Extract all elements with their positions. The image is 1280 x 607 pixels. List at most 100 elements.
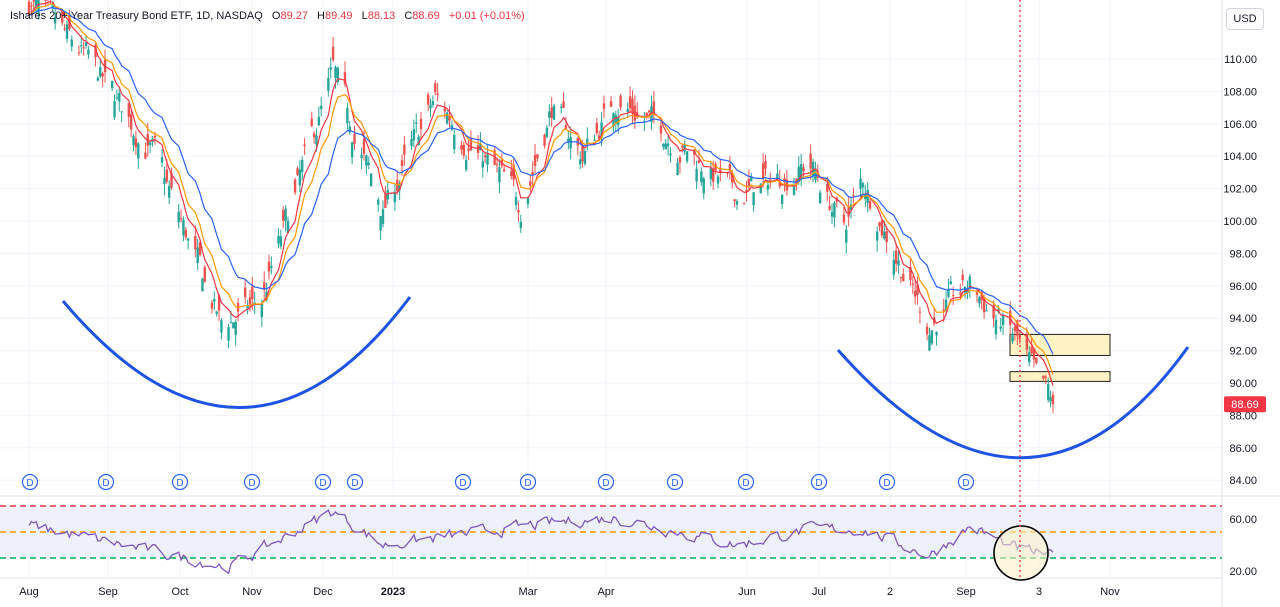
dividend-marker[interactable]: D: [957, 473, 975, 491]
candle: [381, 200, 385, 228]
rounded-bottom-arc-2023[interactable]: [836, 346, 1190, 460]
price-zone-rectangle[interactable]: [1009, 333, 1111, 356]
candle: [129, 107, 133, 138]
dividend-marker-label: D: [671, 478, 678, 489]
candle: [828, 196, 831, 212]
candle: [517, 201, 520, 222]
dividend-marker[interactable]: D: [21, 473, 39, 491]
dividend-marker[interactable]: D: [243, 473, 261, 491]
candle: [1028, 345, 1031, 367]
candle: [34, 0, 38, 15]
candle: [336, 66, 340, 85]
price-axis-tick: 90.00: [1229, 378, 1257, 390]
candle: [526, 196, 530, 209]
candle: [194, 225, 197, 258]
candle: [764, 154, 767, 176]
dividend-marker[interactable]: D: [314, 473, 332, 491]
rsi-highlight-circle[interactable]: [993, 525, 1049, 581]
dividend-marker[interactable]: D: [810, 473, 828, 491]
candle: [916, 276, 919, 305]
candle: [61, 9, 64, 26]
candle: [942, 298, 945, 322]
candle: [410, 131, 413, 150]
dividend-marker-label: D: [883, 478, 890, 489]
time-axis-label: Sep: [98, 586, 118, 598]
candle: [498, 159, 501, 194]
dividend-marker[interactable]: D: [171, 473, 189, 491]
candle: [564, 116, 568, 131]
open-value: 89.27: [280, 10, 308, 22]
time-axis-label: 3: [1036, 586, 1042, 598]
dividend-marker[interactable]: D: [346, 473, 364, 491]
price-zone-rectangle[interactable]: [1009, 371, 1111, 382]
high-value: 89.49: [325, 10, 353, 22]
candle: [612, 112, 615, 133]
candle: [849, 196, 853, 219]
candle: [897, 250, 900, 274]
candle: [666, 134, 670, 156]
candle: [448, 106, 451, 128]
candle: [714, 162, 717, 175]
candle: [467, 140, 470, 161]
candle: [678, 155, 682, 174]
candle: [360, 147, 363, 170]
candle: [201, 277, 204, 292]
candle: [576, 136, 580, 156]
candle: [63, 23, 66, 32]
candle: [818, 189, 822, 204]
candle: [780, 194, 784, 210]
candle: [163, 166, 166, 196]
candle: [785, 169, 789, 196]
candle: [676, 157, 679, 176]
candle: [453, 129, 456, 154]
candle: [899, 276, 903, 284]
dividend-marker[interactable]: D: [519, 473, 537, 491]
candle: [994, 314, 998, 340]
candle: [880, 219, 884, 238]
candle: [213, 291, 216, 311]
candle: [1051, 391, 1055, 414]
candle: [377, 197, 380, 213]
candle: [310, 111, 313, 128]
candle: [267, 254, 271, 280]
candle: [445, 110, 449, 125]
candle: [263, 271, 266, 299]
candle: [87, 45, 90, 60]
candle: [631, 90, 634, 125]
change-value: +0.01 (+0.01%): [448, 10, 525, 22]
candle: [1018, 332, 1021, 345]
dividend-marker[interactable]: D: [597, 473, 615, 491]
candle: [847, 196, 850, 227]
currency-button[interactable]: USD: [1226, 8, 1264, 30]
candle: [32, 0, 35, 9]
candle: [246, 299, 249, 315]
candle: [1011, 327, 1014, 344]
symbol-legend: Ishares 20+ Year Treasury Bond ETF, 1D, …: [10, 10, 525, 22]
candle: [830, 203, 834, 225]
candle: [928, 327, 931, 352]
candle: [602, 95, 606, 119]
candle: [115, 89, 119, 101]
candle: [329, 57, 332, 79]
dividend-marker[interactable]: D: [97, 473, 115, 491]
dividend-marker[interactable]: D: [454, 473, 472, 491]
dividend-marker[interactable]: D: [737, 473, 755, 491]
candle: [53, 6, 57, 30]
candle: [586, 127, 589, 151]
candle: [460, 140, 463, 155]
candle: [232, 322, 235, 329]
candle: [664, 139, 667, 150]
candle: [878, 221, 881, 232]
dividend-marker[interactable]: D: [666, 473, 684, 491]
candle: [1025, 327, 1029, 357]
candle: [992, 300, 995, 327]
candle: [215, 310, 218, 317]
dividend-marker[interactable]: D: [878, 473, 896, 491]
candle: [626, 102, 629, 117]
rounded-bottom-arc-2022[interactable]: [61, 296, 412, 409]
candle: [346, 102, 349, 130]
dividend-marker-label: D: [742, 478, 749, 489]
candle: [284, 205, 287, 232]
candle: [662, 143, 665, 151]
